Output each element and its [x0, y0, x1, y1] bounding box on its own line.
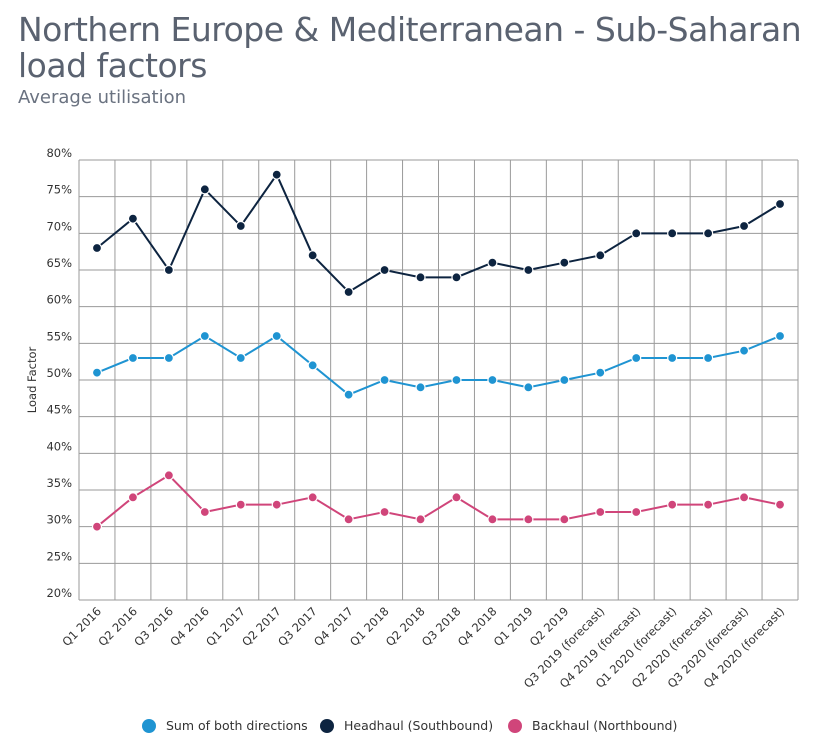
data-point — [595, 367, 606, 378]
chart-title: Northern Europe & Mediterranean - Sub-Sa… — [18, 10, 802, 85]
data-point — [199, 184, 210, 195]
data-point — [523, 514, 534, 525]
data-point — [235, 499, 246, 510]
legend-item-backhaul: Backhaul (Northbound) — [508, 718, 677, 733]
data-point — [199, 506, 210, 518]
y-axis-ticks: 20% 25% 30% 35% 40% 45% 50% 55% 60% 65% 70% 75% 80% — [46, 146, 72, 600]
data-point — [343, 389, 354, 400]
data-point — [415, 382, 426, 393]
data-point — [163, 264, 174, 276]
data-point — [487, 257, 498, 268]
data-point — [91, 521, 103, 532]
y-axis-label: Load Factor — [25, 347, 39, 414]
data-point — [379, 506, 390, 518]
y-tick-label: 55% — [46, 329, 72, 343]
data-point — [631, 352, 642, 364]
data-point — [738, 220, 750, 232]
y-tick-label: 25% — [46, 549, 72, 563]
data-point — [559, 374, 570, 386]
data-point — [235, 352, 246, 364]
data-point — [307, 492, 318, 503]
series-line — [96, 172, 781, 294]
y-tick-label: 75% — [46, 183, 72, 197]
legend-label-sum: Sum of both directions — [166, 718, 308, 733]
data-point — [91, 242, 103, 254]
data-point — [451, 374, 462, 386]
series-points — [91, 169, 786, 532]
data-point — [379, 264, 390, 276]
data-point — [379, 374, 390, 386]
data-point — [703, 352, 714, 364]
data-point — [235, 220, 246, 232]
data-point — [523, 264, 534, 276]
y-tick-label: 50% — [46, 366, 72, 380]
data-point — [415, 272, 426, 283]
legend-swatch-sum — [142, 718, 156, 733]
data-point — [667, 228, 678, 239]
legend-swatch-backhaul — [508, 718, 522, 733]
data-point — [631, 228, 642, 239]
data-point — [271, 330, 282, 342]
y-tick-label: 35% — [46, 476, 72, 490]
data-point — [667, 499, 678, 510]
legend: Sum of both directions Headhaul (Southbo… — [0, 712, 821, 742]
data-point — [487, 374, 498, 386]
legend-item-sum: Sum of both directions — [142, 718, 308, 733]
legend-swatch-headhaul — [320, 718, 334, 733]
y-tick-label: 40% — [46, 439, 72, 453]
y-tick-label: 30% — [46, 513, 72, 527]
y-tick-label: 45% — [46, 403, 72, 417]
series-line — [96, 474, 781, 528]
data-point — [595, 250, 606, 261]
data-point — [774, 198, 786, 210]
legend-label-backhaul: Backhaul (Northbound) — [532, 718, 678, 733]
data-point — [774, 499, 786, 510]
series-line — [96, 334, 781, 396]
data-point — [307, 250, 318, 261]
chart-subtitle: Average utilisation — [18, 87, 186, 108]
y-tick-label: 70% — [46, 219, 72, 233]
data-point — [451, 492, 462, 503]
line-chart: 20%25%30%35%40%45%50%55%60%65%70%75%80% … — [25, 146, 799, 691]
data-point — [559, 257, 570, 268]
data-point — [343, 286, 354, 298]
data-point — [91, 367, 103, 378]
series-lines — [96, 172, 781, 528]
data-point — [559, 514, 570, 525]
data-point — [127, 213, 139, 224]
y-tick-label: 65% — [46, 256, 72, 270]
data-point — [774, 330, 786, 342]
data-point — [451, 272, 462, 283]
data-point — [163, 470, 174, 481]
data-point — [523, 382, 534, 393]
data-point — [271, 499, 282, 510]
data-point — [199, 330, 210, 342]
y-tick-label: 80% — [46, 146, 72, 160]
data-point — [343, 514, 354, 525]
data-point — [595, 506, 606, 518]
data-point — [271, 169, 282, 180]
data-point — [127, 492, 139, 503]
data-point — [738, 492, 750, 503]
data-point — [631, 506, 642, 518]
data-point — [738, 345, 750, 356]
legend-item-headhaul: Headhaul (Southbound) — [320, 718, 493, 733]
data-point — [415, 514, 426, 525]
data-point — [127, 352, 139, 364]
data-point — [163, 352, 174, 364]
data-point — [487, 514, 498, 525]
data-point — [703, 499, 714, 510]
y-tick-label: 60% — [46, 293, 72, 307]
data-point — [703, 228, 714, 239]
legend-label-headhaul: Headhaul (Southbound) — [344, 718, 494, 733]
y-tick-label: 20% — [46, 586, 72, 600]
grid — [78, 159, 799, 601]
data-point — [307, 360, 318, 371]
data-point — [667, 352, 678, 364]
